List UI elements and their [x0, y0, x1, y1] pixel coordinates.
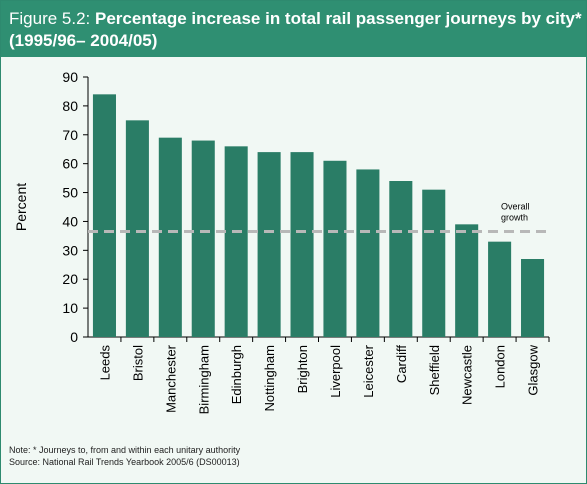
- overall-growth-label: growth: [501, 213, 528, 223]
- bar: [389, 181, 413, 337]
- bar: [224, 146, 248, 337]
- x-tick-label: Sheffield: [427, 345, 442, 395]
- y-tick-label: 80: [62, 98, 78, 114]
- bar: [290, 152, 314, 337]
- bar: [158, 137, 182, 337]
- bar: [92, 94, 116, 337]
- bar: [125, 120, 149, 337]
- figure-title: Percentage increase in total rail passen…: [9, 9, 582, 50]
- chart-area: 0 10 20 30 40 50 60 70 80 90 Percent Leeds Bristol Ma…: [1, 57, 586, 427]
- bar-chart: 0 10 20 30 40 50 60 70 80 90 Percent Leeds Bristol Ma…: [13, 69, 550, 414]
- bar: [455, 224, 479, 337]
- y-tick-label: 50: [62, 185, 78, 201]
- y-tick-label: 60: [62, 156, 78, 172]
- figure-header: Figure 5.2: Percentage increase in total…: [1, 1, 586, 57]
- x-tick-label: Leicester: [361, 344, 376, 397]
- bar: [488, 241, 512, 337]
- bar: [191, 140, 215, 337]
- bar: [323, 160, 347, 337]
- x-tick-label: Newcastle: [460, 345, 475, 405]
- overall-growth-label: Overall: [501, 202, 530, 212]
- y-tick-label: 10: [62, 300, 78, 316]
- x-tick-label: Liverpool: [328, 345, 343, 398]
- figure-label: Figure 5.2:: [9, 9, 95, 28]
- note-text: Note: * Journeys to, from and within eac…: [9, 445, 241, 455]
- notes: Note: * Journeys to, from and within eac…: [9, 444, 240, 468]
- bar: [257, 152, 281, 337]
- x-tick-label: Manchester: [163, 344, 178, 413]
- x-tick-label: Edinburgh: [229, 345, 244, 404]
- x-tick-label: Brighton: [295, 345, 310, 393]
- x-tick-label: Bristol: [130, 345, 145, 381]
- y-tick-label: 40: [62, 213, 78, 229]
- y-tick-label: 0: [70, 329, 78, 345]
- y-axis-label: Percent: [13, 183, 29, 231]
- bar: [422, 189, 446, 337]
- bar: [521, 259, 545, 337]
- x-tick-label: Birmingham: [196, 345, 211, 414]
- bar: [356, 169, 380, 337]
- x-tick-label: Cardiff: [394, 345, 409, 383]
- y-tick-label: 30: [62, 242, 78, 258]
- x-tick-label: London: [493, 345, 508, 388]
- y-tick-label: 20: [62, 271, 78, 287]
- x-tick-label: Nottingham: [262, 345, 277, 411]
- y-tick-label: 90: [62, 69, 78, 85]
- source-text: Source: National Rail Trends Yearbook 20…: [9, 457, 240, 467]
- y-tick-label: 70: [62, 127, 78, 143]
- x-tick-label: Leeds: [97, 345, 112, 381]
- x-tick-label: Glasgow: [526, 344, 541, 395]
